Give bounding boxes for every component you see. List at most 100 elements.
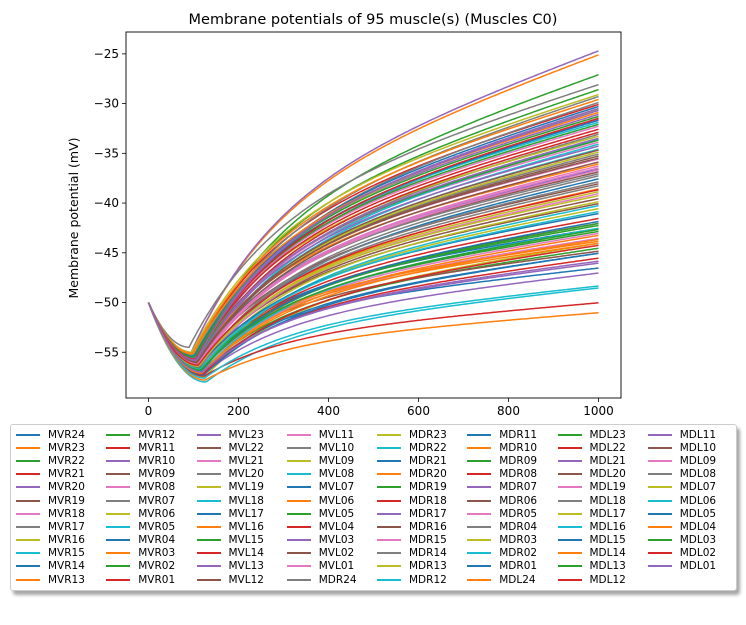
x-tick-label: 1000 — [583, 404, 614, 418]
legend-swatch — [647, 446, 672, 449]
legend-item: MDR24 — [285, 573, 375, 586]
legend-swatch — [286, 512, 311, 515]
legend-label: MDL13 — [589, 560, 626, 573]
legend-swatch — [467, 446, 492, 449]
legend-label: MVL18 — [228, 494, 264, 507]
legend-label: MVR22 — [48, 454, 85, 467]
legend-item: MDR10 — [465, 441, 555, 454]
legend-swatch — [106, 539, 131, 542]
legend-swatch — [196, 433, 221, 436]
legend-swatch — [106, 499, 131, 502]
legend-label: MDL18 — [589, 494, 626, 507]
series-line-mdr20 — [147, 98, 599, 354]
legend-item: MDL01 — [646, 560, 736, 573]
legend-swatch — [286, 578, 311, 581]
legend-item: MVR13 — [14, 573, 104, 586]
legend-item: MDL13 — [556, 560, 646, 573]
legend-label: MDR02 — [499, 547, 538, 560]
legend-item: MDL19 — [556, 481, 646, 494]
x-tick-label: 0 — [145, 404, 153, 418]
legend-label: MVR18 — [48, 507, 85, 520]
legend-item: MDL08 — [646, 468, 736, 481]
legend-label: MDR03 — [499, 534, 538, 547]
legend-swatch — [196, 486, 221, 489]
legend-item: MDL21 — [556, 454, 646, 467]
x-tick-label: 400 — [317, 404, 340, 418]
series-line-mvr11 — [147, 103, 599, 355]
legend-item: MVL05 — [285, 507, 375, 520]
series-line-mvl13 — [147, 272, 599, 375]
legend-item: MVR10 — [104, 454, 194, 467]
legend-swatch — [467, 433, 492, 436]
series-line-mdl17 — [147, 200, 599, 370]
legend-label: MDR05 — [499, 507, 538, 520]
legend-label: MVL15 — [228, 534, 264, 547]
membrane-potential-chart: Membrane potentials of 95 muscle(s) (Mus… — [66, 12, 622, 418]
legend-swatch — [467, 486, 492, 489]
legend-item: MVR23 — [14, 441, 104, 454]
series-line-mvr13 — [147, 302, 599, 381]
legend-label: MVL04 — [318, 520, 355, 533]
legend-item: MVR02 — [104, 560, 194, 573]
legend-label: MVL07 — [318, 481, 355, 494]
legend-label: MDR23 — [409, 428, 447, 441]
plot-frame — [125, 31, 622, 399]
legend-swatch — [647, 552, 672, 555]
legend-swatch — [16, 525, 40, 528]
legend-label: MDR20 — [409, 468, 447, 481]
legend-label: MVL10 — [318, 441, 355, 454]
legend-swatch — [196, 565, 221, 568]
legend-label: MVR20 — [48, 481, 85, 494]
series-line-mdl02 — [147, 189, 599, 366]
legend-swatch — [286, 565, 311, 568]
legend-swatch — [196, 525, 221, 528]
legend-item: MVR17 — [14, 520, 104, 533]
series-line-mdl09 — [147, 167, 599, 365]
legend-label: MDR19 — [409, 481, 447, 494]
legend-label: MDL17 — [589, 507, 626, 520]
legend-label: MVR07 — [138, 494, 176, 507]
legend-swatch — [557, 525, 582, 528]
legend-swatch — [377, 512, 401, 515]
legend-swatch — [16, 499, 40, 502]
legend-swatch — [16, 565, 40, 568]
legend-swatch — [106, 565, 131, 568]
legend-item: MVR01 — [104, 573, 194, 586]
legend-item: MVL16 — [195, 520, 285, 533]
legend-label: MVR13 — [48, 573, 85, 586]
legend-item: MDL12 — [556, 573, 646, 586]
legend-label: MVR08 — [138, 481, 176, 494]
legend-item: MVL11 — [285, 428, 375, 441]
legend-swatch — [286, 499, 311, 502]
legend-swatch — [647, 459, 672, 462]
legend-item: MVR05 — [104, 520, 194, 533]
legend-item: MVR15 — [14, 547, 104, 560]
legend-item: MVL06 — [285, 494, 375, 507]
legend-label: MDL21 — [589, 454, 626, 467]
legend-label: MDR18 — [409, 494, 447, 507]
legend-item: MDL09 — [646, 454, 736, 467]
legend-label: MDL24 — [499, 573, 536, 586]
legend-label: MVR12 — [138, 428, 176, 441]
legend-swatch — [106, 578, 131, 581]
legend-label: MDL10 — [679, 441, 717, 454]
legend-swatch — [647, 539, 672, 542]
legend-label: MDR09 — [499, 454, 538, 467]
legend-label: MVR10 — [138, 454, 176, 467]
chart-title: Membrane potentials of 95 muscle(s) (Mus… — [189, 12, 558, 28]
legend-swatch — [196, 512, 221, 515]
legend-item: MDR08 — [465, 468, 555, 481]
legend-item: MDR09 — [465, 454, 555, 467]
legend-swatch — [467, 525, 492, 528]
series-line-mdl14 — [147, 234, 599, 373]
legend-label: MVL23 — [228, 428, 264, 441]
series-line-mdr12 — [147, 285, 599, 379]
y-tick-label: −40 — [94, 196, 119, 210]
legend-swatch — [106, 525, 131, 528]
legend-label: MVR21 — [48, 468, 85, 481]
legend-label: MDR22 — [409, 441, 447, 454]
legend-item: MVR20 — [14, 481, 104, 494]
legend-label: MDL03 — [679, 534, 717, 547]
legend-item: MDL23 — [556, 428, 646, 441]
legend-item: MDL24 — [465, 573, 555, 586]
